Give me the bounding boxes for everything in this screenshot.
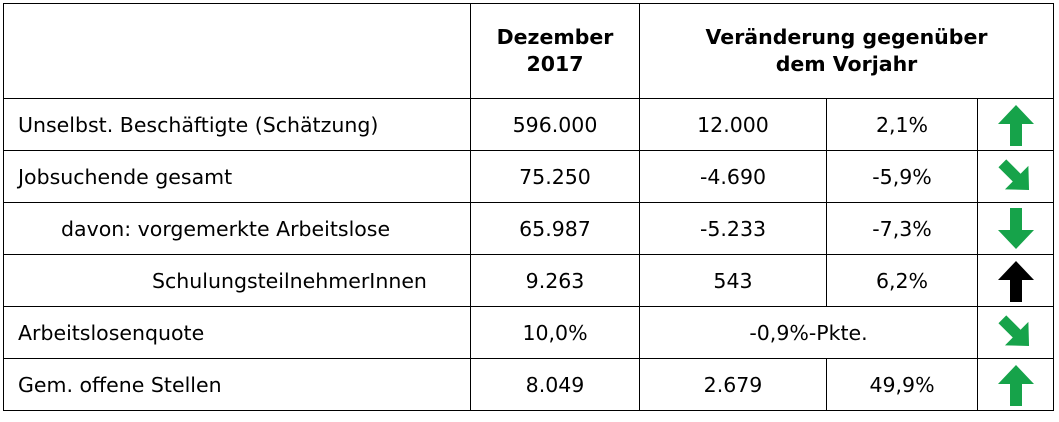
labour-market-table: Dezember 2017 Veränderung gegenüber dem Vo… <box>3 3 1054 411</box>
header-month-text: Dezember 2017 <box>496 25 614 76</box>
table-row: davon: vorgemerkte Arbeitslose 65.987 -5.2… <box>3 202 1054 255</box>
row-percent-change: 2,1% <box>826 98 978 151</box>
row-absolute-change: 12.000 <box>639 98 827 151</box>
table-row: Arbeitslosenquote 10,0% -0,9%-Pkte. <box>3 306 1054 359</box>
arrow-up-icon <box>997 260 1034 302</box>
row-label: davon: vorgemerkte Arbeitslose <box>3 202 471 255</box>
row-absolute-change: -5.233 <box>639 202 827 255</box>
header-empty-cell <box>3 3 471 99</box>
header-row: Dezember 2017 Veränderung gegenüber dem Vo… <box>3 3 1054 99</box>
arrow-down-right-icon <box>997 158 1029 190</box>
row-absolute-change: 543 <box>639 254 827 307</box>
trend-cell <box>977 150 1054 203</box>
row-value: 9.263 <box>470 254 640 307</box>
row-label: Gem. offene Stellen <box>3 358 471 411</box>
table-row: Jobsuchende gesamt 75.250 -4.690 -5,9% <box>3 150 1054 203</box>
arrow-up-icon <box>997 364 1034 406</box>
trend-cell <box>977 202 1054 255</box>
row-percent-change: 49,9% <box>826 358 978 411</box>
row-absolute-change: -4.690 <box>639 150 827 203</box>
row-value: 8.049 <box>470 358 640 411</box>
arrow-down-right-icon <box>997 314 1029 346</box>
row-percent-change: 6,2% <box>826 254 978 307</box>
trend-cell <box>977 358 1054 411</box>
row-label: Jobsuchende gesamt <box>3 150 471 203</box>
header-change-text: Veränderung gegenüber dem Vorjahr <box>705 25 988 76</box>
row-label: SchulungsteilnehmerInnen <box>3 254 471 307</box>
row-percent-change: -5,9% <box>826 150 978 203</box>
arrow-down-icon <box>997 207 1034 249</box>
trend-cell <box>977 98 1054 151</box>
header-change: Veränderung gegenüber dem Vorjahr <box>639 3 1054 99</box>
row-combined-change: -0,9%-Pkte. <box>639 306 978 359</box>
row-value: 65.987 <box>470 202 640 255</box>
trend-cell <box>977 306 1054 359</box>
row-absolute-change: 2.679 <box>639 358 827 411</box>
table-row: SchulungsteilnehmerInnen 9.263 543 6,2% <box>3 254 1054 307</box>
row-label: Unselbst. Beschäftigte (Schätzung) <box>3 98 471 151</box>
table-row: Unselbst. Beschäftigte (Schätzung) 596.00… <box>3 98 1054 151</box>
arrow-up-icon <box>997 104 1034 146</box>
row-value: 596.000 <box>470 98 640 151</box>
row-label: Arbeitslosenquote <box>3 306 471 359</box>
row-percent-change: -7,3% <box>826 202 978 255</box>
row-value: 75.250 <box>470 150 640 203</box>
trend-cell <box>977 254 1054 307</box>
header-month: Dezember 2017 <box>470 3 640 99</box>
row-value: 10,0% <box>470 306 640 359</box>
table-row: Gem. offene Stellen 8.049 2.679 49,9% <box>3 358 1054 411</box>
